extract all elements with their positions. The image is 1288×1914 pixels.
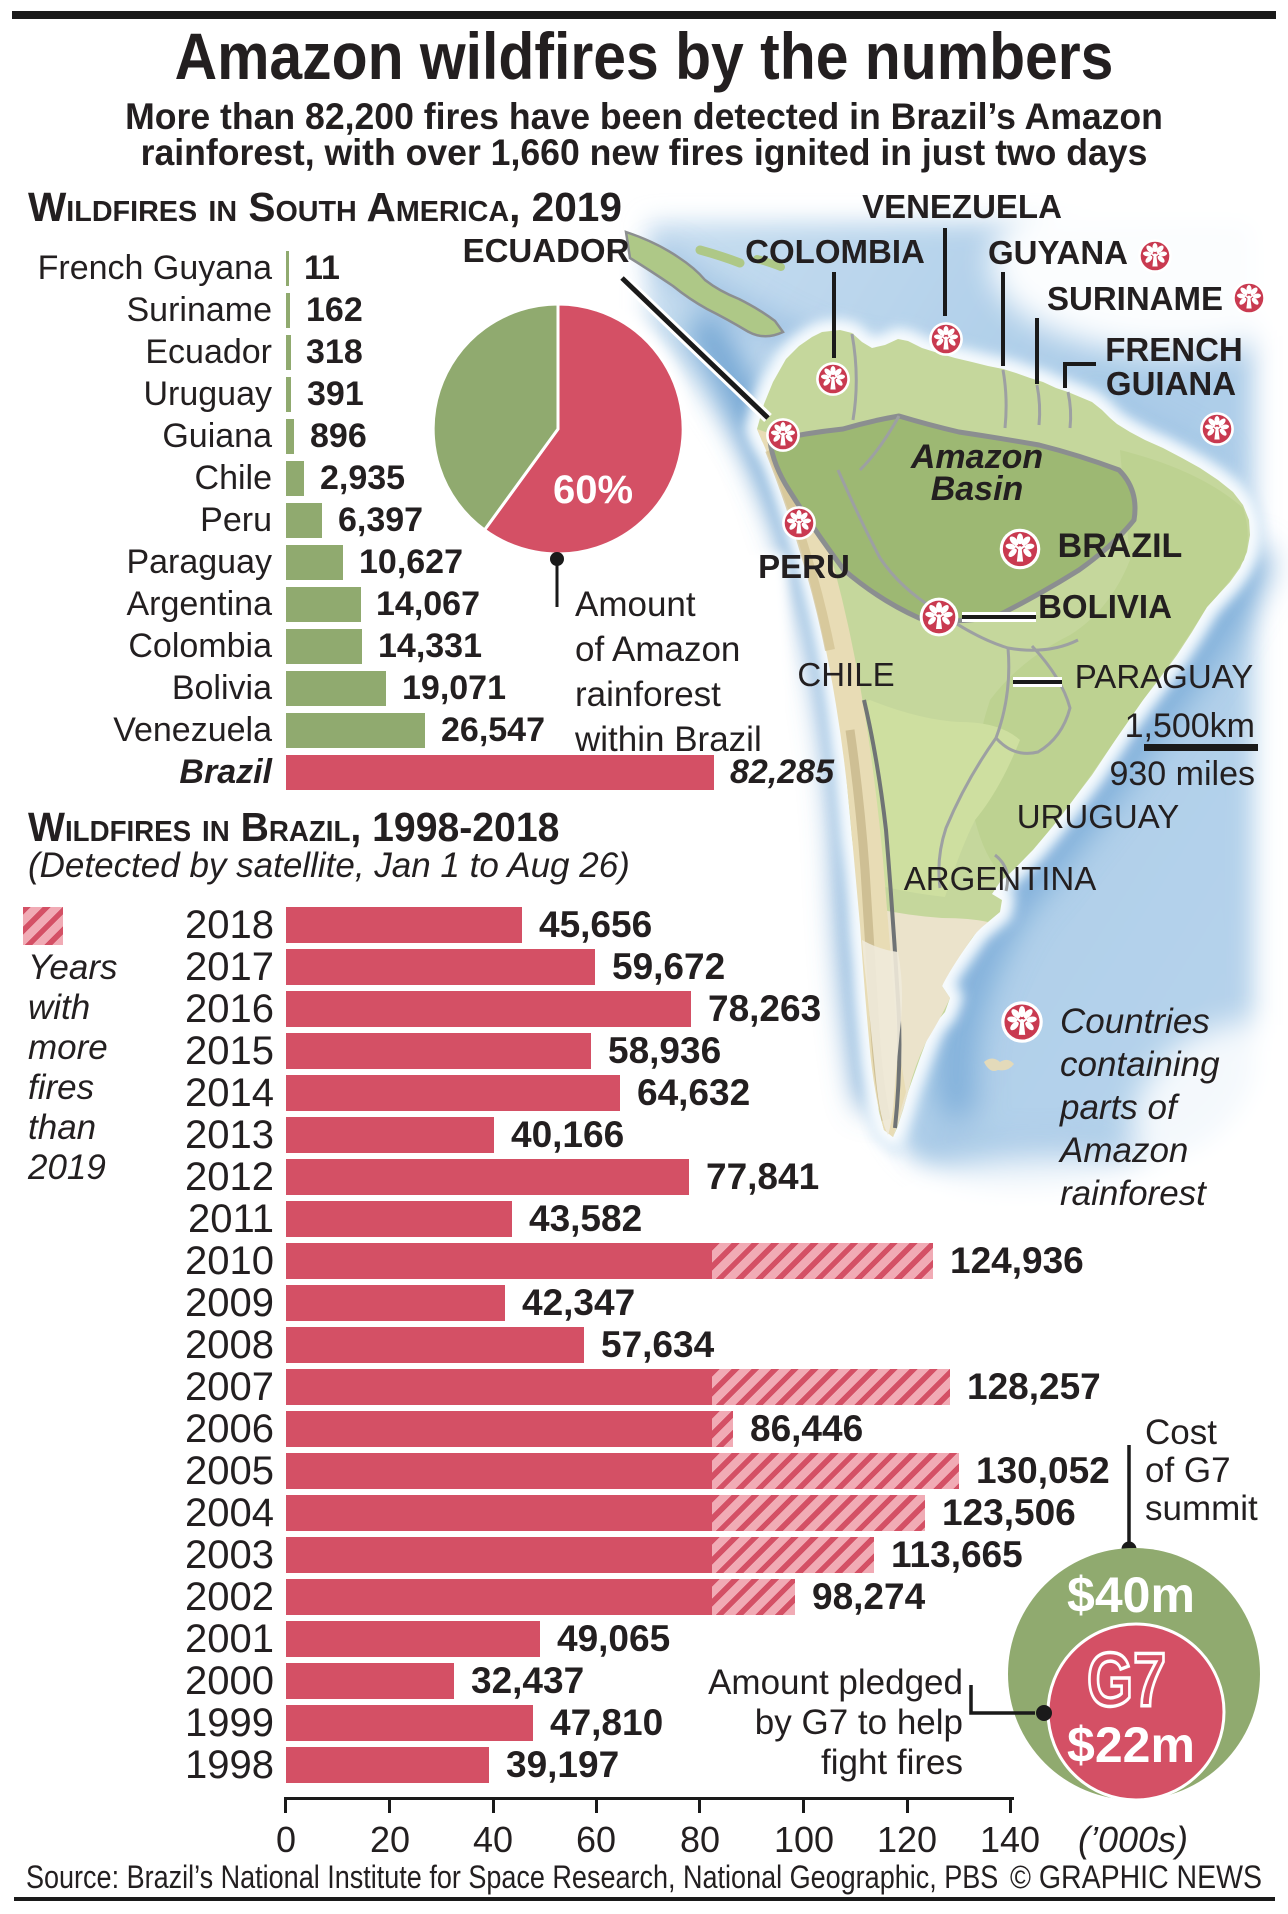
svg-text:G7: G7 [1087,1638,1166,1723]
